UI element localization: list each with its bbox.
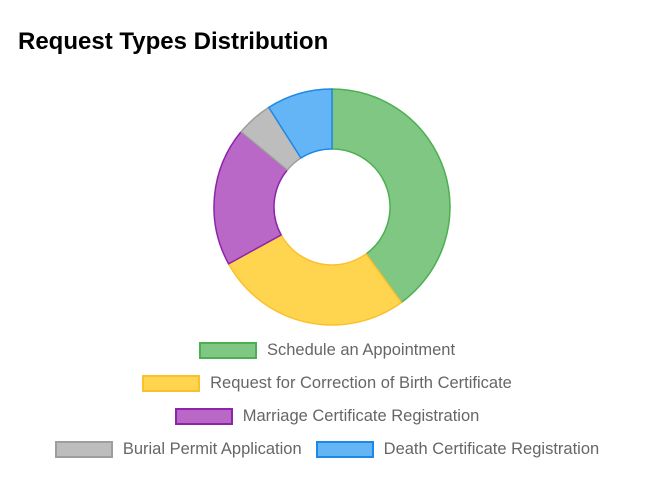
legend-swatch	[315, 441, 374, 458]
legend-row: Request for Correction of Birth Certific…	[0, 367, 654, 400]
donut-chart	[213, 88, 451, 326]
legend-label: Marriage Certificate Registration	[242, 407, 480, 425]
legend-label: Request for Correction of Birth Certific…	[210, 374, 512, 392]
slice-marriage-certificate[interactable]	[213, 131, 289, 265]
slice-death-certificate[interactable]	[268, 88, 333, 159]
legend-swatch	[54, 441, 113, 458]
legend-row: Schedule an Appointment	[0, 334, 654, 367]
legend-row: Burial Permit Application Death Certific…	[0, 433, 654, 466]
chart-title: Request Types Distribution	[18, 28, 329, 55]
legend-label: Schedule an Appointment	[266, 341, 456, 359]
legend-item-schedule-appointment[interactable]: Schedule an Appointment	[198, 341, 456, 360]
legend-item-marriage-certificate[interactable]: Marriage Certificate Registration	[174, 407, 480, 426]
slice-schedule-appointment[interactable]	[331, 88, 451, 304]
legend-swatch	[174, 408, 233, 425]
legend-label: Death Certificate Registration	[383, 440, 600, 458]
legend-item-burial-permit[interactable]: Burial Permit Application	[54, 440, 302, 459]
legend-label: Burial Permit Application	[122, 440, 302, 458]
legend-swatch	[198, 342, 257, 359]
legend-row: Marriage Certificate Registration	[0, 400, 654, 433]
legend-item-birth-certificate-correction[interactable]: Request for Correction of Birth Certific…	[142, 374, 512, 393]
chart-legend: Schedule an Appointment Request for Corr…	[0, 334, 654, 466]
legend-swatch	[142, 375, 201, 392]
slice-birth-certificate-correction[interactable]	[227, 234, 403, 326]
legend-item-death-certificate[interactable]: Death Certificate Registration	[315, 440, 600, 459]
